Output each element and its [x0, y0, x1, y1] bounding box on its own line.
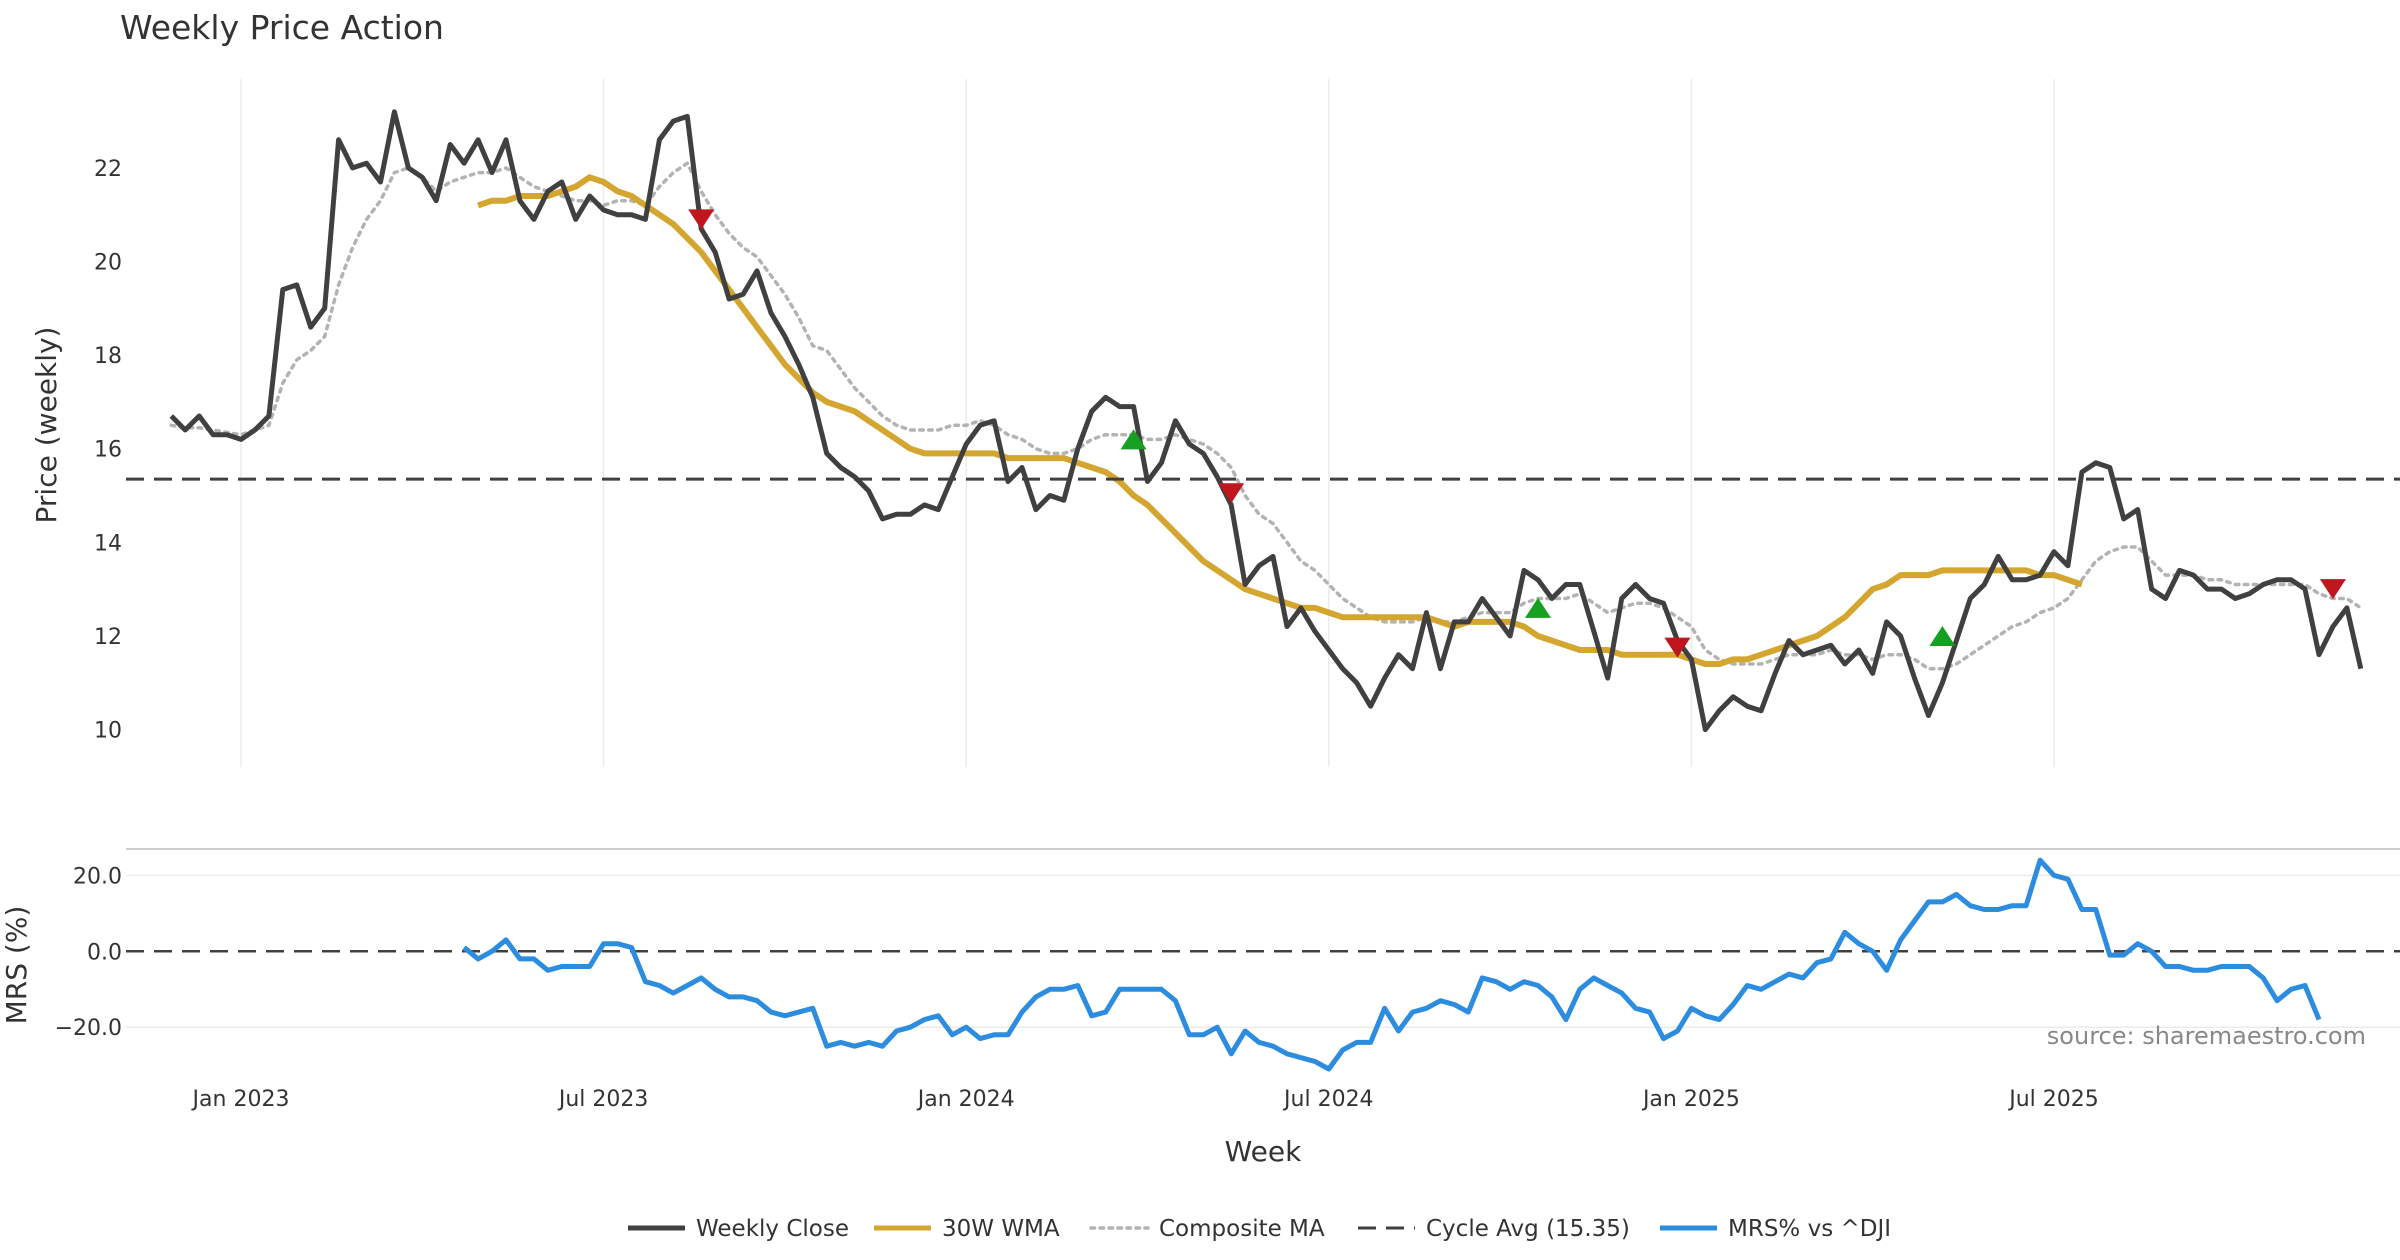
x-tick-label: Jul 2024	[1282, 1087, 1374, 1112]
mrs-line	[462, 857, 2322, 1072]
mrs-grid	[126, 874, 2400, 1028]
legend-label: Weekly Close	[696, 1216, 849, 1242]
x-ticks: Jan 2023 Jul 2023 Jan 2024 Jul 2024 Jan 2025…	[191, 1087, 2099, 1112]
price-y-tick-label: 20	[94, 251, 122, 276]
mrs-y-ticks: 20.0 0.0 −20.0	[55, 864, 122, 1041]
x-tick-label: Jan 2024	[916, 1087, 1015, 1112]
price-y-tick-label: 12	[94, 625, 122, 650]
legend: Weekly Close 30W WMA Composite MA Cycle Avg…	[628, 1216, 1891, 1242]
x-tick-label: Jan 2025	[1641, 1087, 1740, 1112]
price-y-tick-label: 14	[94, 531, 122, 556]
x-axis-label: Week	[1225, 1135, 1302, 1168]
price-y-tick-label: 22	[94, 157, 122, 182]
legend-label: Cycle Avg (15.35)	[1426, 1216, 1630, 1242]
sell-signal-marker	[688, 209, 715, 230]
mrs-y-tick-label: −20.0	[55, 1016, 122, 1041]
price-y-axis-label: Price (weekly)	[30, 327, 63, 524]
sell-signal-marker	[1218, 483, 1245, 504]
weekly-close-line	[169, 109, 2364, 733]
price-plot	[126, 109, 2400, 733]
sell-signal-marker	[1664, 637, 1691, 658]
x-tick-label: Jan 2023	[191, 1087, 290, 1112]
buy-signal-marker	[1929, 625, 1956, 646]
price-y-tick-label: 16	[94, 438, 122, 463]
mrs-y-tick-label: 0.0	[87, 940, 122, 965]
buy-signal-marker	[1120, 429, 1147, 450]
price-y-ticks: 10 12 14 16 18 20 22	[94, 157, 122, 744]
price-y-tick-label: 18	[94, 344, 122, 369]
composite-ma-line	[169, 161, 2363, 671]
source-note: source: sharemaestro.com	[2047, 1022, 2366, 1050]
chart-title: Weekly Price Action	[120, 8, 444, 47]
x-tick-label: Jul 2023	[557, 1087, 649, 1112]
buy-signal-marker	[1524, 597, 1551, 618]
mrs-y-axis-label: MRS (%)	[0, 906, 33, 1025]
legend-label: MRS% vs ^DJI	[1728, 1216, 1891, 1242]
legend-label: 30W WMA	[942, 1216, 1060, 1242]
mrs-y-tick-label: 20.0	[73, 864, 122, 889]
legend-label: Composite MA	[1159, 1216, 1325, 1242]
price-grid	[240, 79, 2055, 767]
price-y-tick-label: 10	[94, 719, 122, 744]
x-tick-label: Jul 2025	[2007, 1087, 2099, 1112]
mrs-plot	[126, 857, 2400, 1072]
sell-signal-marker	[2319, 579, 2346, 600]
